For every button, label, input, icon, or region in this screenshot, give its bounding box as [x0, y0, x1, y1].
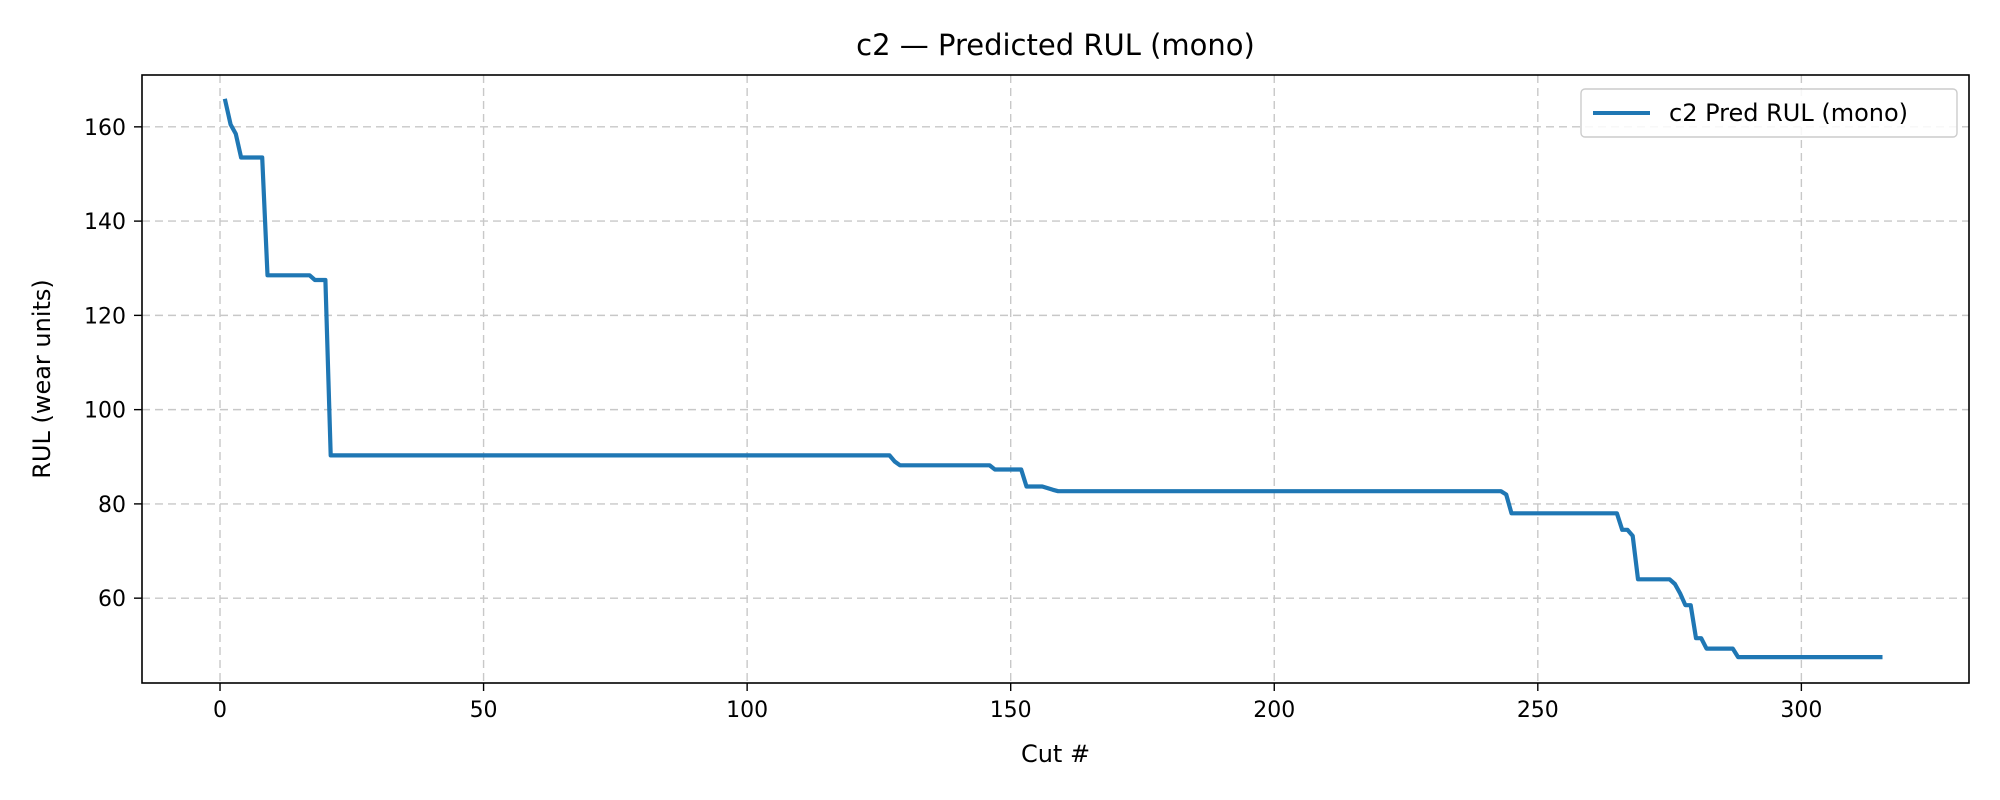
y-tick-label: 160 [84, 116, 126, 141]
x-axis-title: Cut # [1021, 740, 1090, 768]
x-tick-label: 150 [990, 698, 1032, 723]
y-tick-label: 100 [84, 399, 126, 424]
legend-box [1580, 88, 1958, 138]
x-tick-label: 50 [470, 698, 498, 723]
y-tick-label: 120 [84, 304, 126, 329]
x-tick-label: 200 [1253, 698, 1295, 723]
x-tick-label: 100 [726, 698, 768, 723]
y-tick-label: 80 [98, 493, 126, 518]
y-tick-label: 60 [98, 587, 126, 612]
plot-frame [141, 74, 1970, 684]
chart-title: c2 — Predicted RUL (mono) [856, 28, 1255, 62]
legend: c2 Pred RUL (mono) [1580, 88, 1958, 138]
y-tick-label: 140 [84, 210, 126, 235]
data-layer [222, 98, 1883, 660]
x-tick-label: 250 [1517, 698, 1559, 723]
x-tick-label: 0 [213, 698, 227, 723]
ticks: 0 50 100 150 200 250 300 60 80 100 120 140 160 [84, 116, 1822, 723]
x-tick-label: 300 [1780, 698, 1822, 723]
series-line-0 [222, 98, 1883, 660]
legend-label: c2 Pred RUL (mono) [1669, 99, 1908, 127]
y-axis-title: RUL (wear units) [28, 279, 56, 479]
